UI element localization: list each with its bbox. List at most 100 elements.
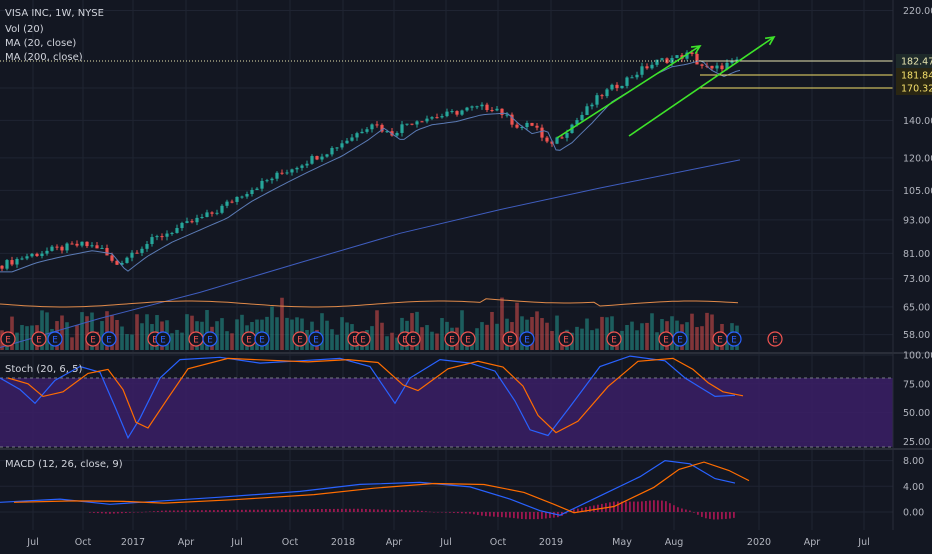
candle-body[interactable]	[35, 254, 38, 256]
candle-body[interactable]	[430, 117, 433, 118]
candle-body[interactable]	[170, 233, 173, 234]
candle-body[interactable]	[555, 137, 558, 143]
candle-body[interactable]	[325, 154, 328, 156]
candle-body[interactable]	[240, 197, 243, 198]
candle-body[interactable]	[295, 168, 298, 169]
candle-body[interactable]	[225, 202, 228, 206]
candle-body[interactable]	[105, 248, 108, 255]
candle-body[interactable]	[30, 254, 33, 256]
candle-body[interactable]	[25, 256, 28, 258]
candle-body[interactable]	[500, 109, 503, 115]
candle-body[interactable]	[365, 129, 368, 132]
candle-body[interactable]	[5, 260, 8, 269]
candle-body[interactable]	[620, 86, 623, 88]
candle-body[interactable]	[135, 253, 138, 254]
candle-body[interactable]	[715, 66, 718, 69]
candle-body[interactable]	[530, 123, 533, 126]
candle-body[interactable]	[415, 121, 418, 124]
candle-body[interactable]	[370, 124, 373, 129]
candle-body[interactable]	[490, 110, 493, 111]
candle-body[interactable]	[50, 247, 53, 251]
candle-body[interactable]	[275, 173, 278, 179]
candle-body[interactable]	[300, 165, 303, 167]
candle-body[interactable]	[235, 197, 238, 202]
candle-body[interactable]	[720, 66, 723, 70]
candle-body[interactable]	[350, 137, 353, 140]
candle-body[interactable]	[405, 124, 408, 125]
candle-body[interactable]	[695, 54, 698, 64]
candle-body[interactable]	[150, 237, 153, 244]
candle-body[interactable]	[185, 221, 188, 223]
candle-body[interactable]	[545, 138, 548, 142]
candle-body[interactable]	[565, 133, 568, 138]
candle-body[interactable]	[65, 244, 68, 251]
candle-body[interactable]	[290, 169, 293, 172]
candle-body[interactable]	[580, 115, 583, 120]
candle-body[interactable]	[465, 108, 468, 111]
candle-body[interactable]	[660, 58, 663, 59]
candle-body[interactable]	[410, 124, 413, 125]
candle-body[interactable]	[155, 236, 158, 237]
candle-body[interactable]	[255, 189, 258, 190]
candle-body[interactable]	[90, 245, 93, 246]
candle-body[interactable]	[80, 242, 83, 246]
candle-body[interactable]	[40, 254, 43, 256]
candle-body[interactable]	[645, 66, 648, 68]
candle-body[interactable]	[190, 221, 193, 222]
candle-body[interactable]	[670, 58, 673, 63]
candle-body[interactable]	[140, 249, 143, 253]
candle-body[interactable]	[145, 244, 148, 249]
candle-body[interactable]	[0, 266, 3, 269]
candle-body[interactable]	[450, 111, 453, 112]
candle-body[interactable]	[15, 259, 18, 265]
candle-body[interactable]	[360, 132, 363, 133]
candle-body[interactable]	[85, 242, 88, 246]
candle-body[interactable]	[560, 137, 563, 138]
candle-body[interactable]	[110, 255, 113, 260]
candle-body[interactable]	[585, 106, 588, 115]
candle-body[interactable]	[250, 190, 253, 194]
candle-body[interactable]	[635, 75, 638, 78]
candle-body[interactable]	[195, 218, 198, 222]
candle-body[interactable]	[205, 212, 208, 217]
candle-body[interactable]	[20, 258, 23, 259]
candle-body[interactable]	[525, 123, 528, 127]
candle-body[interactable]	[515, 125, 518, 128]
candle-body[interactable]	[440, 116, 443, 117]
candle-body[interactable]	[165, 234, 168, 237]
candle-body[interactable]	[270, 179, 273, 180]
candle-body[interactable]	[375, 124, 378, 125]
candle-body[interactable]	[710, 66, 713, 69]
candle-body[interactable]	[130, 253, 133, 258]
candle-body[interactable]	[330, 148, 333, 154]
candle-body[interactable]	[230, 202, 233, 203]
candle-body[interactable]	[540, 128, 543, 138]
candle-body[interactable]	[650, 65, 653, 69]
candle-body[interactable]	[610, 85, 613, 90]
candle-body[interactable]	[435, 117, 438, 118]
candle-body[interactable]	[10, 260, 13, 264]
candle-body[interactable]	[70, 244, 73, 245]
candle-body[interactable]	[45, 251, 48, 254]
candle-body[interactable]	[445, 112, 448, 116]
candle-body[interactable]	[425, 119, 428, 122]
candle-body[interactable]	[495, 109, 498, 111]
candle-body[interactable]	[305, 164, 308, 166]
candle-body[interactable]	[535, 126, 538, 128]
candle-body[interactable]	[615, 85, 618, 88]
candle-body[interactable]	[420, 121, 423, 122]
candle-body[interactable]	[180, 223, 183, 228]
candle-body[interactable]	[310, 156, 313, 164]
candle-body[interactable]	[265, 180, 268, 181]
candle-body[interactable]	[320, 157, 323, 160]
candle-body[interactable]	[675, 55, 678, 58]
candle-body[interactable]	[600, 95, 603, 96]
candle-body[interactable]	[505, 115, 508, 116]
candle-body[interactable]	[280, 173, 283, 174]
candle-body[interactable]	[345, 141, 348, 144]
candle-body[interactable]	[100, 248, 103, 249]
candle-body[interactable]	[260, 181, 263, 189]
candle-body[interactable]	[175, 228, 178, 233]
candle-body[interactable]	[470, 106, 473, 107]
